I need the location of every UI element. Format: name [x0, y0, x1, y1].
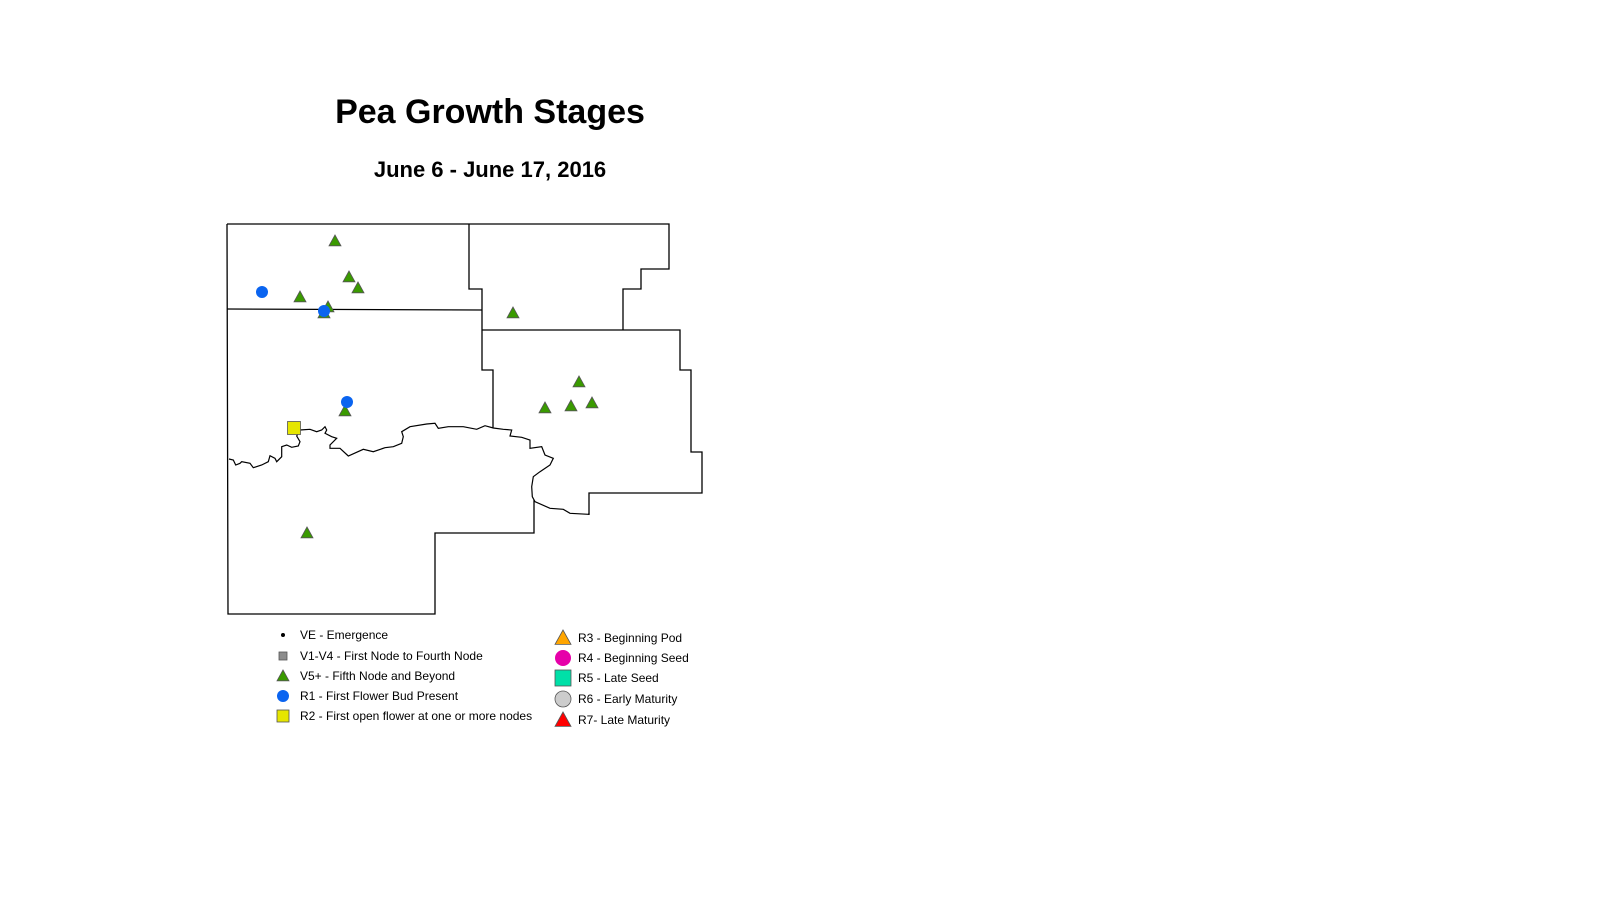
- legend-label-r5: R5 - Late Seed: [578, 671, 659, 685]
- legend-symbol-r2: [276, 709, 290, 723]
- legend-label-v1-v4: V1-V4 - First Node to Fourth Node: [300, 649, 483, 663]
- county-boundaries: [226, 223, 703, 615]
- site-marker-v5plus: [572, 375, 586, 388]
- legend-symbol-v5plus: [276, 669, 290, 682]
- legend-symbol-r1: [277, 690, 289, 702]
- site-marker-r1: [256, 286, 268, 298]
- legend-label-r6: R6 - Early Maturity: [578, 692, 677, 706]
- site-marker-v5plus: [506, 306, 520, 319]
- site-marker-v5plus: [351, 281, 365, 294]
- site-marker-r1: [318, 305, 330, 317]
- site-marker-v5plus: [564, 399, 578, 412]
- legend-symbol-r4: [555, 650, 571, 666]
- legend-label-r2: R2 - First open flower at one or more no…: [300, 709, 532, 723]
- site-marker-v5plus: [538, 401, 552, 414]
- legend-symbol-r5: [554, 669, 572, 687]
- site-markers: [256, 234, 599, 539]
- county-boundary-north-divider: [468, 224, 494, 428]
- legend-label-v5plus: V5+ - Fifth Node and Beyond: [300, 669, 455, 683]
- legend-label-r4: R4 - Beginning Seed: [578, 651, 689, 665]
- site-marker-v5plus: [585, 396, 599, 409]
- county-boundary-west: [227, 223, 670, 330]
- county-boundary-east: [482, 329, 703, 515]
- map-title: Pea Growth Stages: [335, 93, 645, 131]
- county-boundary-south: [226, 223, 535, 615]
- legend-label-ve: VE - Emergence: [300, 628, 388, 642]
- legend-symbol-ve: [281, 633, 285, 637]
- legend-symbol-r7: [554, 711, 572, 727]
- map-subtitle: June 6 - June 17, 2016: [373, 157, 607, 182]
- site-marker-v5plus: [342, 270, 356, 283]
- legend-symbol-r3: [554, 629, 572, 645]
- legend-symbol-v1-v4: [278, 651, 288, 661]
- site-marker-v5plus: [293, 290, 307, 303]
- legend-symbol-r6: [554, 690, 572, 708]
- site-marker-v5plus: [300, 526, 314, 539]
- county-line-horizontal: [226, 308, 483, 311]
- site-marker-r1: [341, 396, 353, 408]
- river: [228, 422, 590, 515]
- site-marker-r2: [287, 421, 301, 435]
- legend-label-r3: R3 - Beginning Pod: [578, 631, 682, 645]
- legend-label-r7: R7- Late Maturity: [578, 713, 670, 727]
- legend: VE - Emergence V1-V4 - First Node to Four…: [276, 628, 689, 727]
- site-marker-v5plus: [338, 404, 352, 417]
- site-marker-v5plus: [328, 234, 342, 247]
- legend-label-r1: R1 - First Flower Bud Present: [300, 689, 459, 703]
